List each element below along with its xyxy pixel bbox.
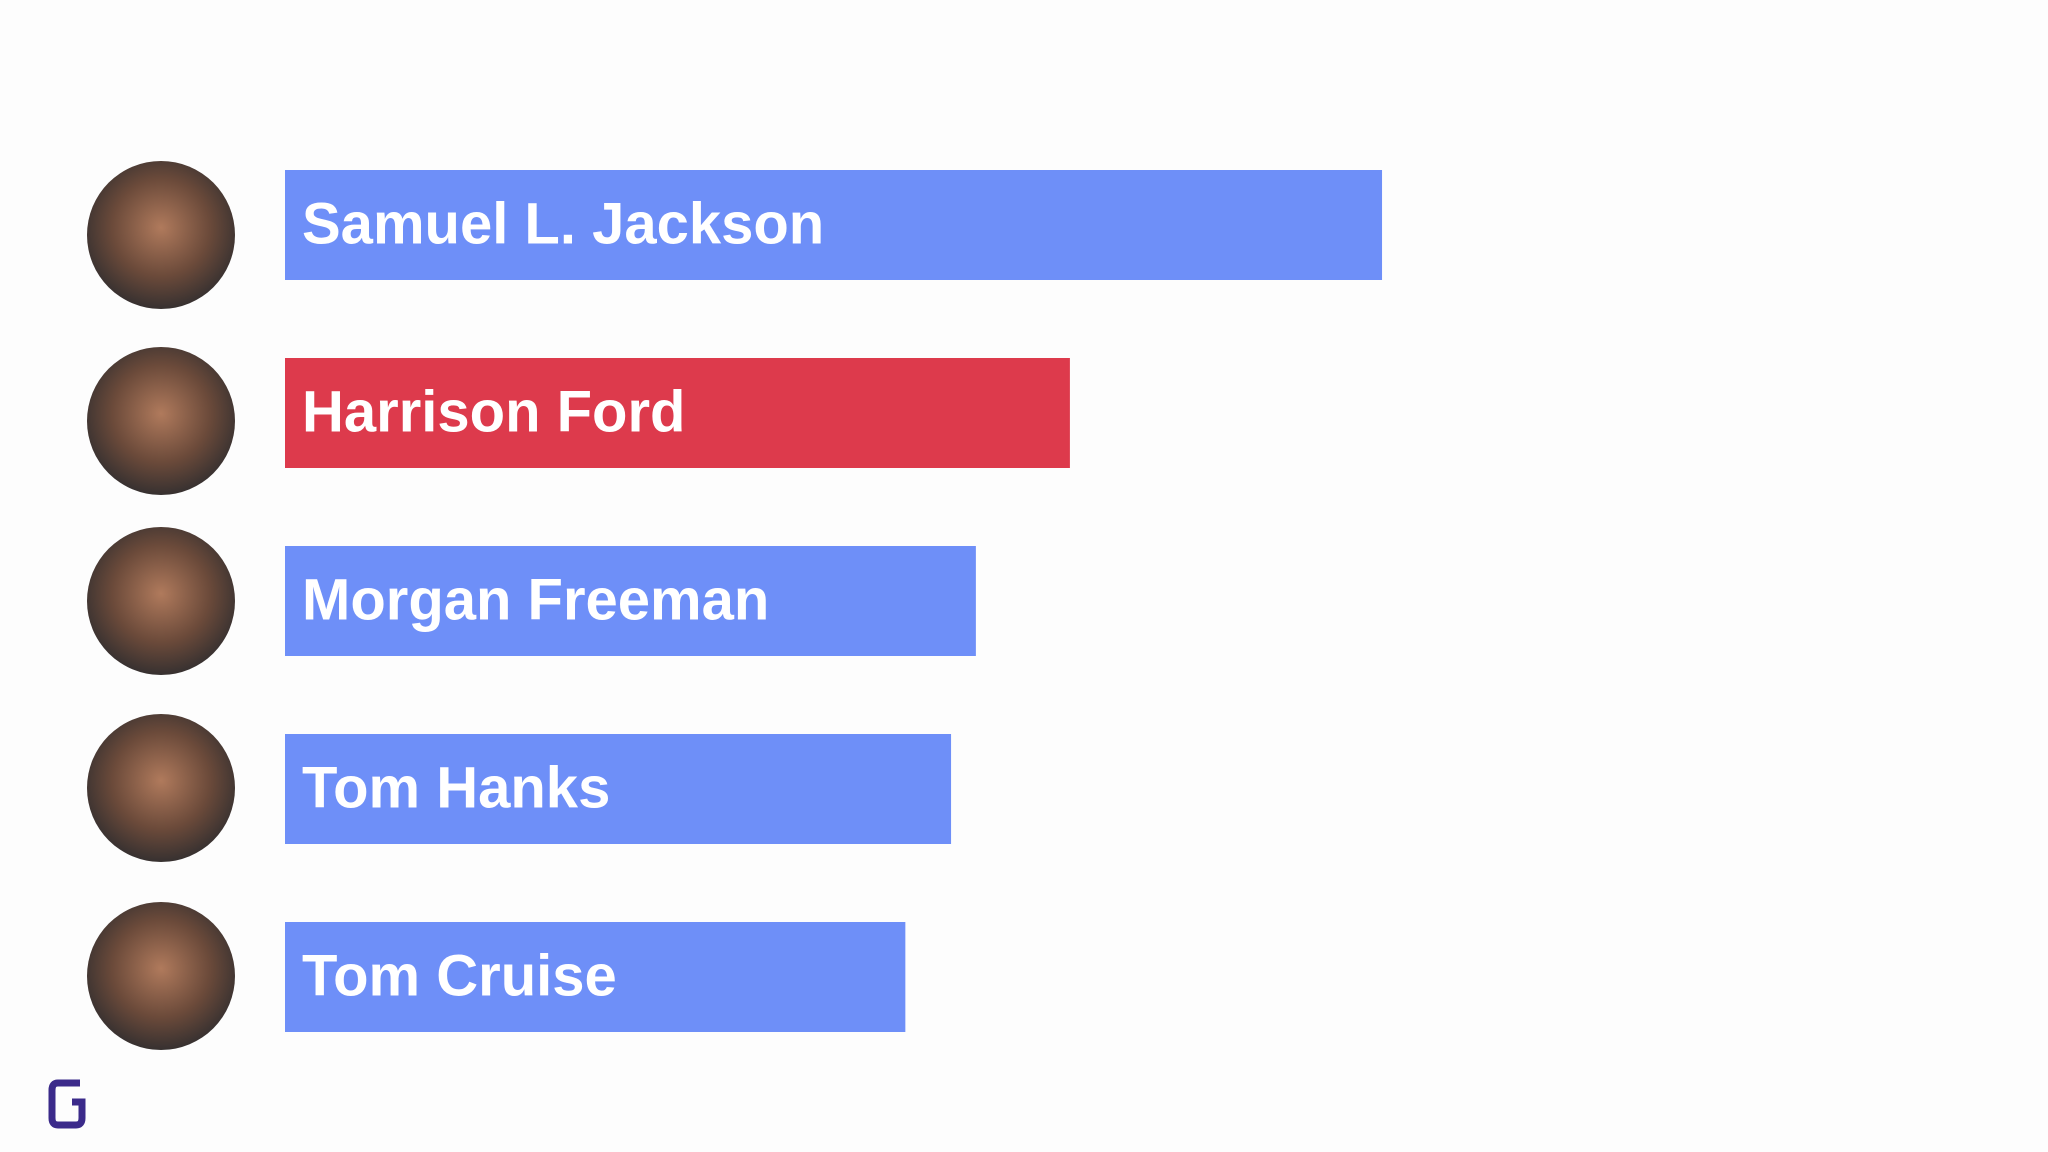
bar: [285, 170, 1383, 280]
avatar: [87, 527, 235, 675]
avatar: [87, 902, 235, 1050]
avatar: [87, 714, 235, 862]
bar: [285, 734, 952, 844]
avatar: [87, 347, 235, 495]
bar: [285, 922, 906, 1032]
bar-label: Samuel L. Jackson: [302, 191, 824, 256]
bar-label: Tom Cruise: [302, 943, 617, 1008]
bar: [285, 358, 1070, 468]
bar-label: Morgan Freeman: [302, 567, 769, 632]
bar-label: Harrison Ford: [302, 379, 686, 444]
logo: [48, 1079, 86, 1129]
bar-label: Tom Hanks: [302, 755, 610, 820]
bar: [285, 546, 976, 656]
avatar: [87, 161, 235, 309]
avatars: [87, 161, 235, 1050]
